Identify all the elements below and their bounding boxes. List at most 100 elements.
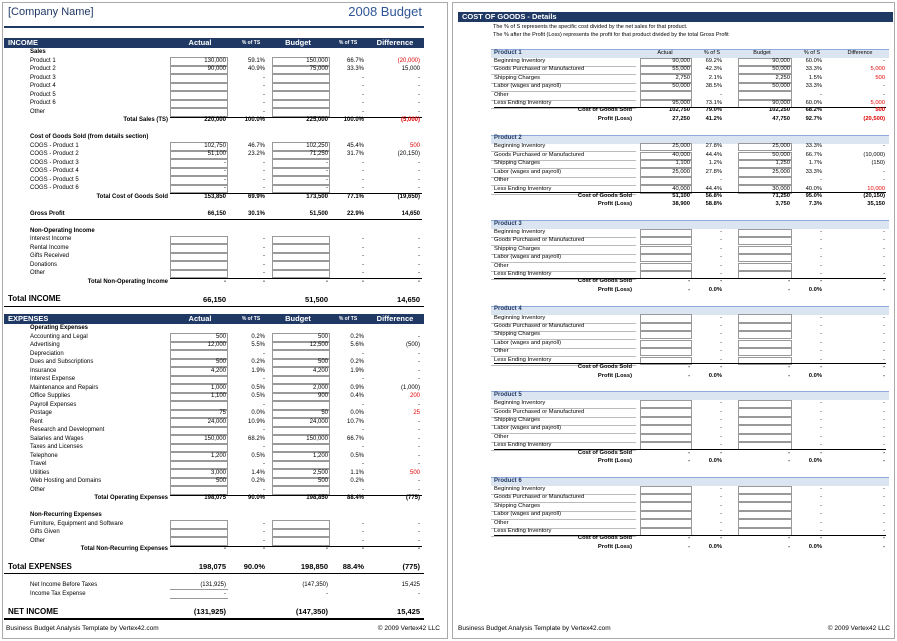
input-cell xyxy=(738,151,792,160)
cell: 92.7% xyxy=(805,115,822,122)
cell: 500 xyxy=(317,333,328,340)
cell: - xyxy=(720,519,722,526)
input-cell xyxy=(272,443,330,453)
cell: - xyxy=(788,364,790,371)
cell: - xyxy=(688,535,690,542)
input-cell xyxy=(640,331,692,340)
total-label: Profit (Loss) xyxy=(597,115,632,122)
total-label: Cost of Goods Sold xyxy=(577,535,632,542)
input-cell xyxy=(170,469,228,478)
footer-text: Business Budget Analysis Template by Ver… xyxy=(6,624,159,632)
cell: - xyxy=(820,527,822,534)
cell: - xyxy=(362,427,364,434)
cell: (131,925) xyxy=(200,582,226,589)
net-income-rule xyxy=(4,618,424,620)
cell: - xyxy=(418,333,420,340)
input-cell xyxy=(640,176,692,186)
cell: - xyxy=(418,478,420,485)
input-cell xyxy=(272,333,330,342)
row-rule xyxy=(491,330,636,332)
cell: 60.0% xyxy=(805,99,822,106)
input-cell xyxy=(170,401,228,410)
cell: 500 xyxy=(875,107,885,114)
cell: 198,850 xyxy=(306,495,328,502)
total-label: Total Non-Recurring Expenses xyxy=(80,546,168,553)
cell: - xyxy=(263,376,265,383)
cell: - xyxy=(418,486,420,493)
input-cell xyxy=(738,433,792,442)
cell: 69.2% xyxy=(705,57,722,64)
input-cell xyxy=(640,82,692,92)
input-cell xyxy=(170,252,228,262)
cell: (19,650) xyxy=(397,193,420,200)
input-cell xyxy=(738,99,792,109)
product-name: Product 1 xyxy=(494,49,522,56)
input-cell xyxy=(170,443,228,453)
column-header: Budget xyxy=(285,38,311,48)
cell: 200 xyxy=(409,393,420,400)
cell: - xyxy=(688,543,690,550)
cell: - xyxy=(883,348,885,355)
cell: 1.9% xyxy=(350,367,364,374)
cell: - xyxy=(720,314,722,321)
product-name: Product 2 xyxy=(494,135,522,142)
cell: - xyxy=(820,408,822,415)
cell: 0.0% xyxy=(708,372,722,379)
cell: - xyxy=(820,245,822,252)
cell: 73.1% xyxy=(705,99,722,106)
cell: - xyxy=(720,442,722,449)
cell: - xyxy=(362,91,364,98)
input-cell xyxy=(170,367,228,376)
cell: 68.2% xyxy=(247,435,265,442)
cell: - xyxy=(720,417,722,424)
cell: - xyxy=(720,262,722,269)
cell: 0.0% xyxy=(708,287,722,294)
row-label: Shipping Charges xyxy=(494,331,541,338)
row-rule xyxy=(491,493,636,495)
input-cell xyxy=(272,486,330,495)
cell: 75 xyxy=(219,410,226,417)
row-label: Other xyxy=(494,348,509,355)
cell: - xyxy=(418,176,420,183)
cell: - xyxy=(362,108,364,115)
row-label: Beginning Inventory xyxy=(494,485,546,492)
row-label: Product 2 xyxy=(30,66,56,73)
input-cell xyxy=(170,477,228,487)
cell: - xyxy=(883,433,885,440)
input-cell xyxy=(170,590,228,599)
input-cell xyxy=(272,469,330,478)
input-cell xyxy=(738,168,792,177)
cell: 130,000 xyxy=(204,57,226,64)
cell: 5.6% xyxy=(350,342,364,349)
cell: - xyxy=(418,261,420,268)
cell: - xyxy=(418,418,420,425)
column-header: % of TS xyxy=(241,39,261,46)
cell: 42.3% xyxy=(705,66,722,73)
cell: (500) xyxy=(405,342,420,349)
input-cell xyxy=(738,237,792,246)
input-cell xyxy=(640,493,692,503)
cell: - xyxy=(720,245,722,252)
cell: - xyxy=(418,444,420,451)
cell: - xyxy=(720,322,722,329)
row-label: COGS - Product 1 xyxy=(30,142,79,149)
cell: - xyxy=(883,287,885,294)
cell: - xyxy=(820,502,822,509)
product-bar xyxy=(491,49,889,58)
input-cell xyxy=(640,168,692,177)
cell: - xyxy=(418,168,420,175)
cell: - xyxy=(820,494,822,501)
row-rule xyxy=(491,270,636,272)
cell: 46.7% xyxy=(247,142,265,149)
cell: - xyxy=(263,350,265,357)
cell: 90.0% xyxy=(243,562,265,572)
row-rule xyxy=(491,502,636,503)
input-cell xyxy=(272,418,330,427)
cell: 0.0% xyxy=(808,287,822,294)
input-cell xyxy=(738,322,792,332)
cell: - xyxy=(883,535,885,542)
product-bar xyxy=(491,305,889,315)
product-bar xyxy=(491,220,889,230)
cell: 0.2% xyxy=(350,359,364,366)
cell: 12,500 xyxy=(309,342,328,349)
